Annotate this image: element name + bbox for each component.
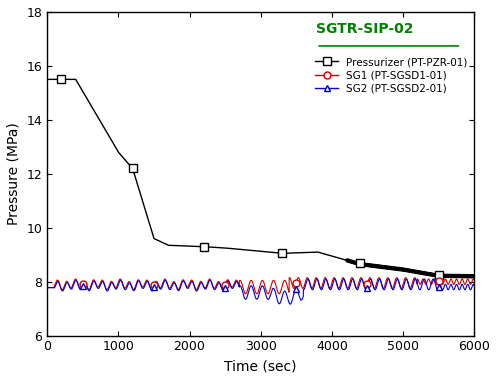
Legend: Pressurizer (PT-PZR-01), SG1 (PT-SGSD1-01), SG2 (PT-SGSD2-01): Pressurizer (PT-PZR-01), SG1 (PT-SGSD1-0…: [311, 53, 472, 97]
Y-axis label: Pressure (MPa): Pressure (MPa): [7, 122, 21, 225]
X-axis label: Time (sec): Time (sec): [225, 359, 297, 373]
Text: SGTR-SIP-02: SGTR-SIP-02: [316, 22, 414, 36]
